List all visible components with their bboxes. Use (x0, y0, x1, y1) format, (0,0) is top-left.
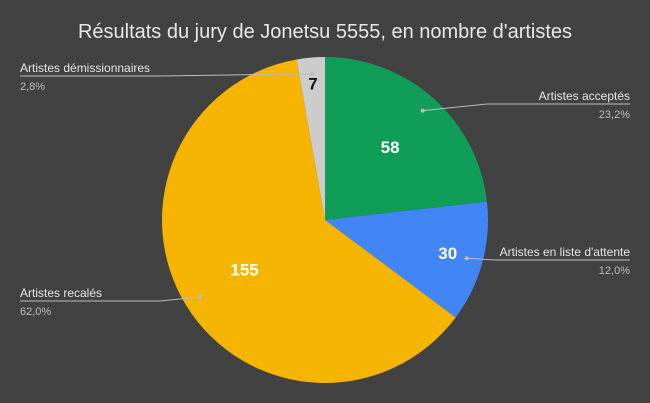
callout-leader-artistes-recales (20, 296, 201, 302)
chart-title: Résultats du jury de Jonetsu 5555, en no… (78, 21, 572, 43)
callout-name-artistes-acceptes: Artistes acceptés (539, 89, 630, 103)
callout-leader-artistes-acceptes (422, 103, 630, 112)
callout-name-artistes-en-liste-d-attente: Artistes en liste d'attente (500, 245, 631, 259)
callout-percent-artistes-recales: 62,0% (20, 306, 51, 318)
pie-slice-artistes-recales (161, 59, 456, 384)
pie-slice-labels: 58 30 155 7 (230, 75, 457, 280)
callout-leader-artistes-demissionnaires (20, 73, 313, 77)
callout-name-artistes-recales: Artistes recalés (20, 286, 102, 300)
pie-slice-artistes-en-liste-d-attente (325, 201, 488, 318)
pie-slice-artistes-demissionnaires (296, 57, 325, 220)
callout-dot-artistes-en-liste-d-attente (464, 256, 469, 261)
pie-slice-artistes-acceptes (325, 57, 487, 220)
callout-percent-artistes-acceptes: 23,2% (599, 109, 630, 121)
callout-percent-artistes-demissionnaires: 2,8% (20, 81, 45, 93)
callout-dot-artistes-recales (198, 295, 203, 300)
callout-percent-artistes-en-liste-d-attente: 12,0% (599, 265, 630, 277)
slice-value-label-artistes-en-liste-d-attente: 30 (438, 244, 457, 263)
callout-leader-artistes-en-liste-d-attente (466, 257, 630, 261)
pie-slices (161, 57, 488, 384)
pie-callouts: Artistes acceptés 23,2% Artistes en liste … (20, 61, 630, 318)
slice-value-label-artistes-acceptes: 58 (381, 138, 400, 157)
slice-value-label-artistes-recales: 155 (230, 261, 258, 280)
callout-dot-artistes-demissionnaires (310, 71, 315, 76)
callout-dot-artistes-acceptes (420, 108, 425, 113)
callout-name-artistes-demissionnaires: Artistes démissionnaires (20, 61, 150, 75)
slice-value-label-artistes-demissionnaires: 7 (308, 75, 317, 94)
